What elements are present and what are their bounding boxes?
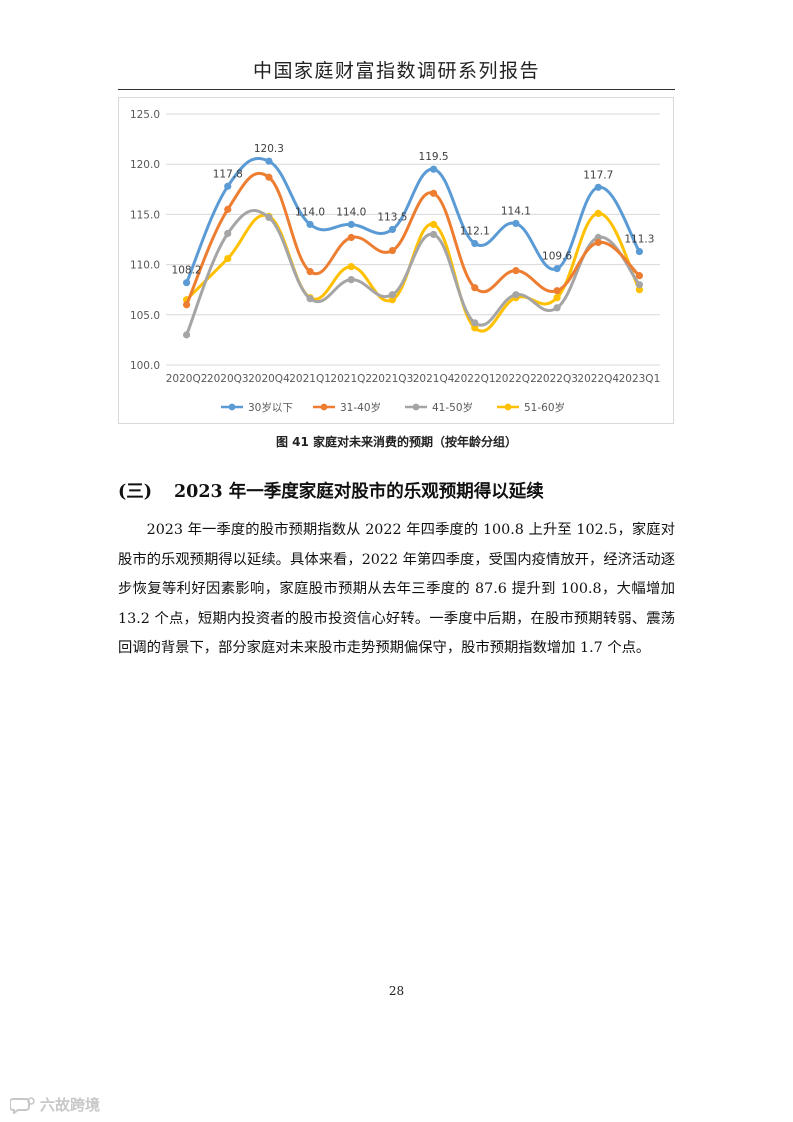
legend-label: 30岁以下 <box>248 401 293 414</box>
data-label: 117.7 <box>583 169 613 181</box>
data-point <box>635 286 644 294</box>
watermark: 六故跨境 <box>10 1094 100 1115</box>
data-label: 114.1 <box>501 205 531 217</box>
header-divider <box>118 89 675 90</box>
x-tick-label: 2022Q1 <box>454 373 496 385</box>
data-point <box>512 219 520 228</box>
y-tick-label: 115.0 <box>130 209 160 221</box>
data-point <box>429 189 438 197</box>
watermark-text: 六故跨境 <box>40 1096 101 1114</box>
x-tick-label: 2021Q4 <box>413 373 455 385</box>
data-point <box>594 209 602 217</box>
x-tick-label: 2021Q3 <box>372 373 414 385</box>
data-point <box>471 324 479 332</box>
x-tick-label: 2020Q4 <box>248 373 290 385</box>
legend-swatch-marker <box>412 403 420 411</box>
data-point <box>347 220 355 229</box>
data-point <box>265 157 273 165</box>
section-title: 2023 年一季度家庭对股市的乐观预期得以延续 <box>174 482 544 502</box>
series-line <box>185 156 641 284</box>
section-number: (三) <box>118 482 153 502</box>
legend-swatch-marker <box>504 403 512 411</box>
data-label: 114.0 <box>336 206 366 218</box>
data-point <box>512 267 520 275</box>
data-point <box>635 272 644 280</box>
data-point <box>347 233 355 242</box>
data-point <box>553 265 561 273</box>
x-tick-label: 2021Q1 <box>289 373 331 385</box>
data-point <box>224 229 232 238</box>
y-tick-label: 100.0 <box>130 360 160 372</box>
data-label: 120.3 <box>254 143 284 155</box>
section-heading: (三) 2023 年一季度家庭对股市的乐观预期得以延续 <box>118 478 544 503</box>
data-label: 109.6 <box>542 251 572 263</box>
legend-swatch-marker <box>228 403 236 411</box>
y-tick-label: 105.0 <box>130 310 160 322</box>
data-point <box>224 205 232 213</box>
data-label: 113.5 <box>377 211 407 223</box>
body-paragraph: 2023 年一季度的股市预期指数从 2022 年四季度的 100.8 上升至 1… <box>118 522 675 656</box>
data-point <box>388 291 397 299</box>
data-point <box>594 233 602 242</box>
x-tick-label: 2022Q3 <box>536 373 578 385</box>
legend-swatch-marker <box>320 403 328 411</box>
x-tick-label: 2022Q4 <box>577 373 619 385</box>
data-point <box>471 284 479 292</box>
data-label: 117.8 <box>213 168 243 180</box>
x-tick-label: 2021Q2 <box>330 373 372 385</box>
chat-bubble-logo-icon <box>10 1096 35 1114</box>
series-line <box>185 211 641 333</box>
x-tick-label: 2023Q1 <box>619 373 661 385</box>
series-line <box>185 209 641 336</box>
data-point <box>347 276 355 284</box>
body-text: 2023 年一季度的股市预期指数从 2022 年四季度的 100.8 上升至 1… <box>118 516 675 664</box>
data-point <box>182 279 191 287</box>
y-tick-label: 125.0 <box>130 109 160 121</box>
data-point <box>512 291 520 299</box>
data-point <box>347 263 355 271</box>
data-point <box>553 304 561 312</box>
page-header-title: 中国家庭财富指数调研系列报告 <box>252 60 540 82</box>
data-point <box>388 246 397 255</box>
x-tick-label: 2022Q2 <box>495 373 537 385</box>
data-point <box>471 239 479 248</box>
data-label: 119.5 <box>419 151 449 163</box>
data-point <box>553 287 561 295</box>
data-label: 108.2 <box>172 265 202 277</box>
data-point <box>182 331 191 339</box>
legend-label: 51-60岁 <box>524 401 565 414</box>
y-tick-label: 110.0 <box>130 260 160 272</box>
data-point <box>265 213 273 222</box>
data-point <box>471 319 479 327</box>
data-point <box>635 247 644 256</box>
page-number: 28 <box>388 984 405 998</box>
data-label: 111.3 <box>624 234 654 246</box>
data-label: 114.0 <box>295 206 325 218</box>
data-point <box>429 230 438 239</box>
data-point <box>594 183 602 191</box>
legend-label: 31-40岁 <box>340 401 381 414</box>
y-tick-label: 120.0 <box>130 159 160 171</box>
data-point <box>182 301 191 309</box>
figure-caption: 图 41 家庭对未来消费的预期（按年龄分组） <box>275 435 518 449</box>
data-point <box>224 254 232 263</box>
data-point <box>594 238 602 247</box>
data-point <box>429 220 438 229</box>
data-point <box>388 296 397 304</box>
x-tick-label: 2020Q3 <box>207 373 249 385</box>
data-point <box>306 220 314 229</box>
line-chart: 100.0 105.0 110.0 115.0 120.0 125.0 2020Q2 2020… <box>118 97 674 424</box>
data-point <box>306 295 314 303</box>
data-point <box>388 225 397 234</box>
data-point <box>306 268 314 276</box>
legend-label: 41-50岁 <box>432 401 473 414</box>
data-point <box>553 294 561 302</box>
data-point <box>224 182 232 190</box>
data-point <box>429 165 438 173</box>
data-point <box>635 281 644 289</box>
data-label: 112.1 <box>460 226 490 238</box>
x-tick-label: 2020Q2 <box>166 373 208 385</box>
data-point <box>265 173 273 181</box>
